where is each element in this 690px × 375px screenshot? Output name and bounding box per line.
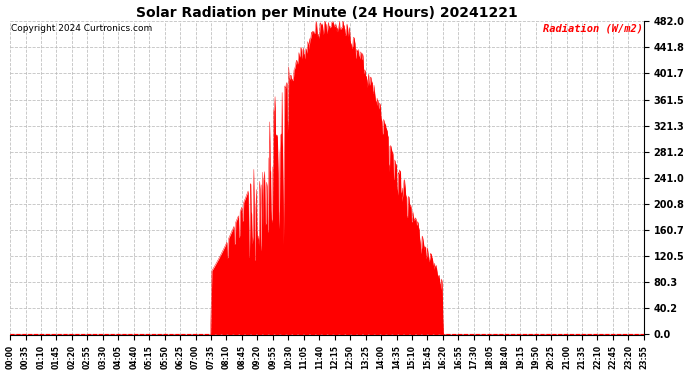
Text: Copyright 2024 Curtronics.com: Copyright 2024 Curtronics.com [10,24,152,33]
Title: Solar Radiation per Minute (24 Hours) 20241221: Solar Radiation per Minute (24 Hours) 20… [136,6,518,20]
Text: Radiation (W/m2): Radiation (W/m2) [542,24,642,34]
